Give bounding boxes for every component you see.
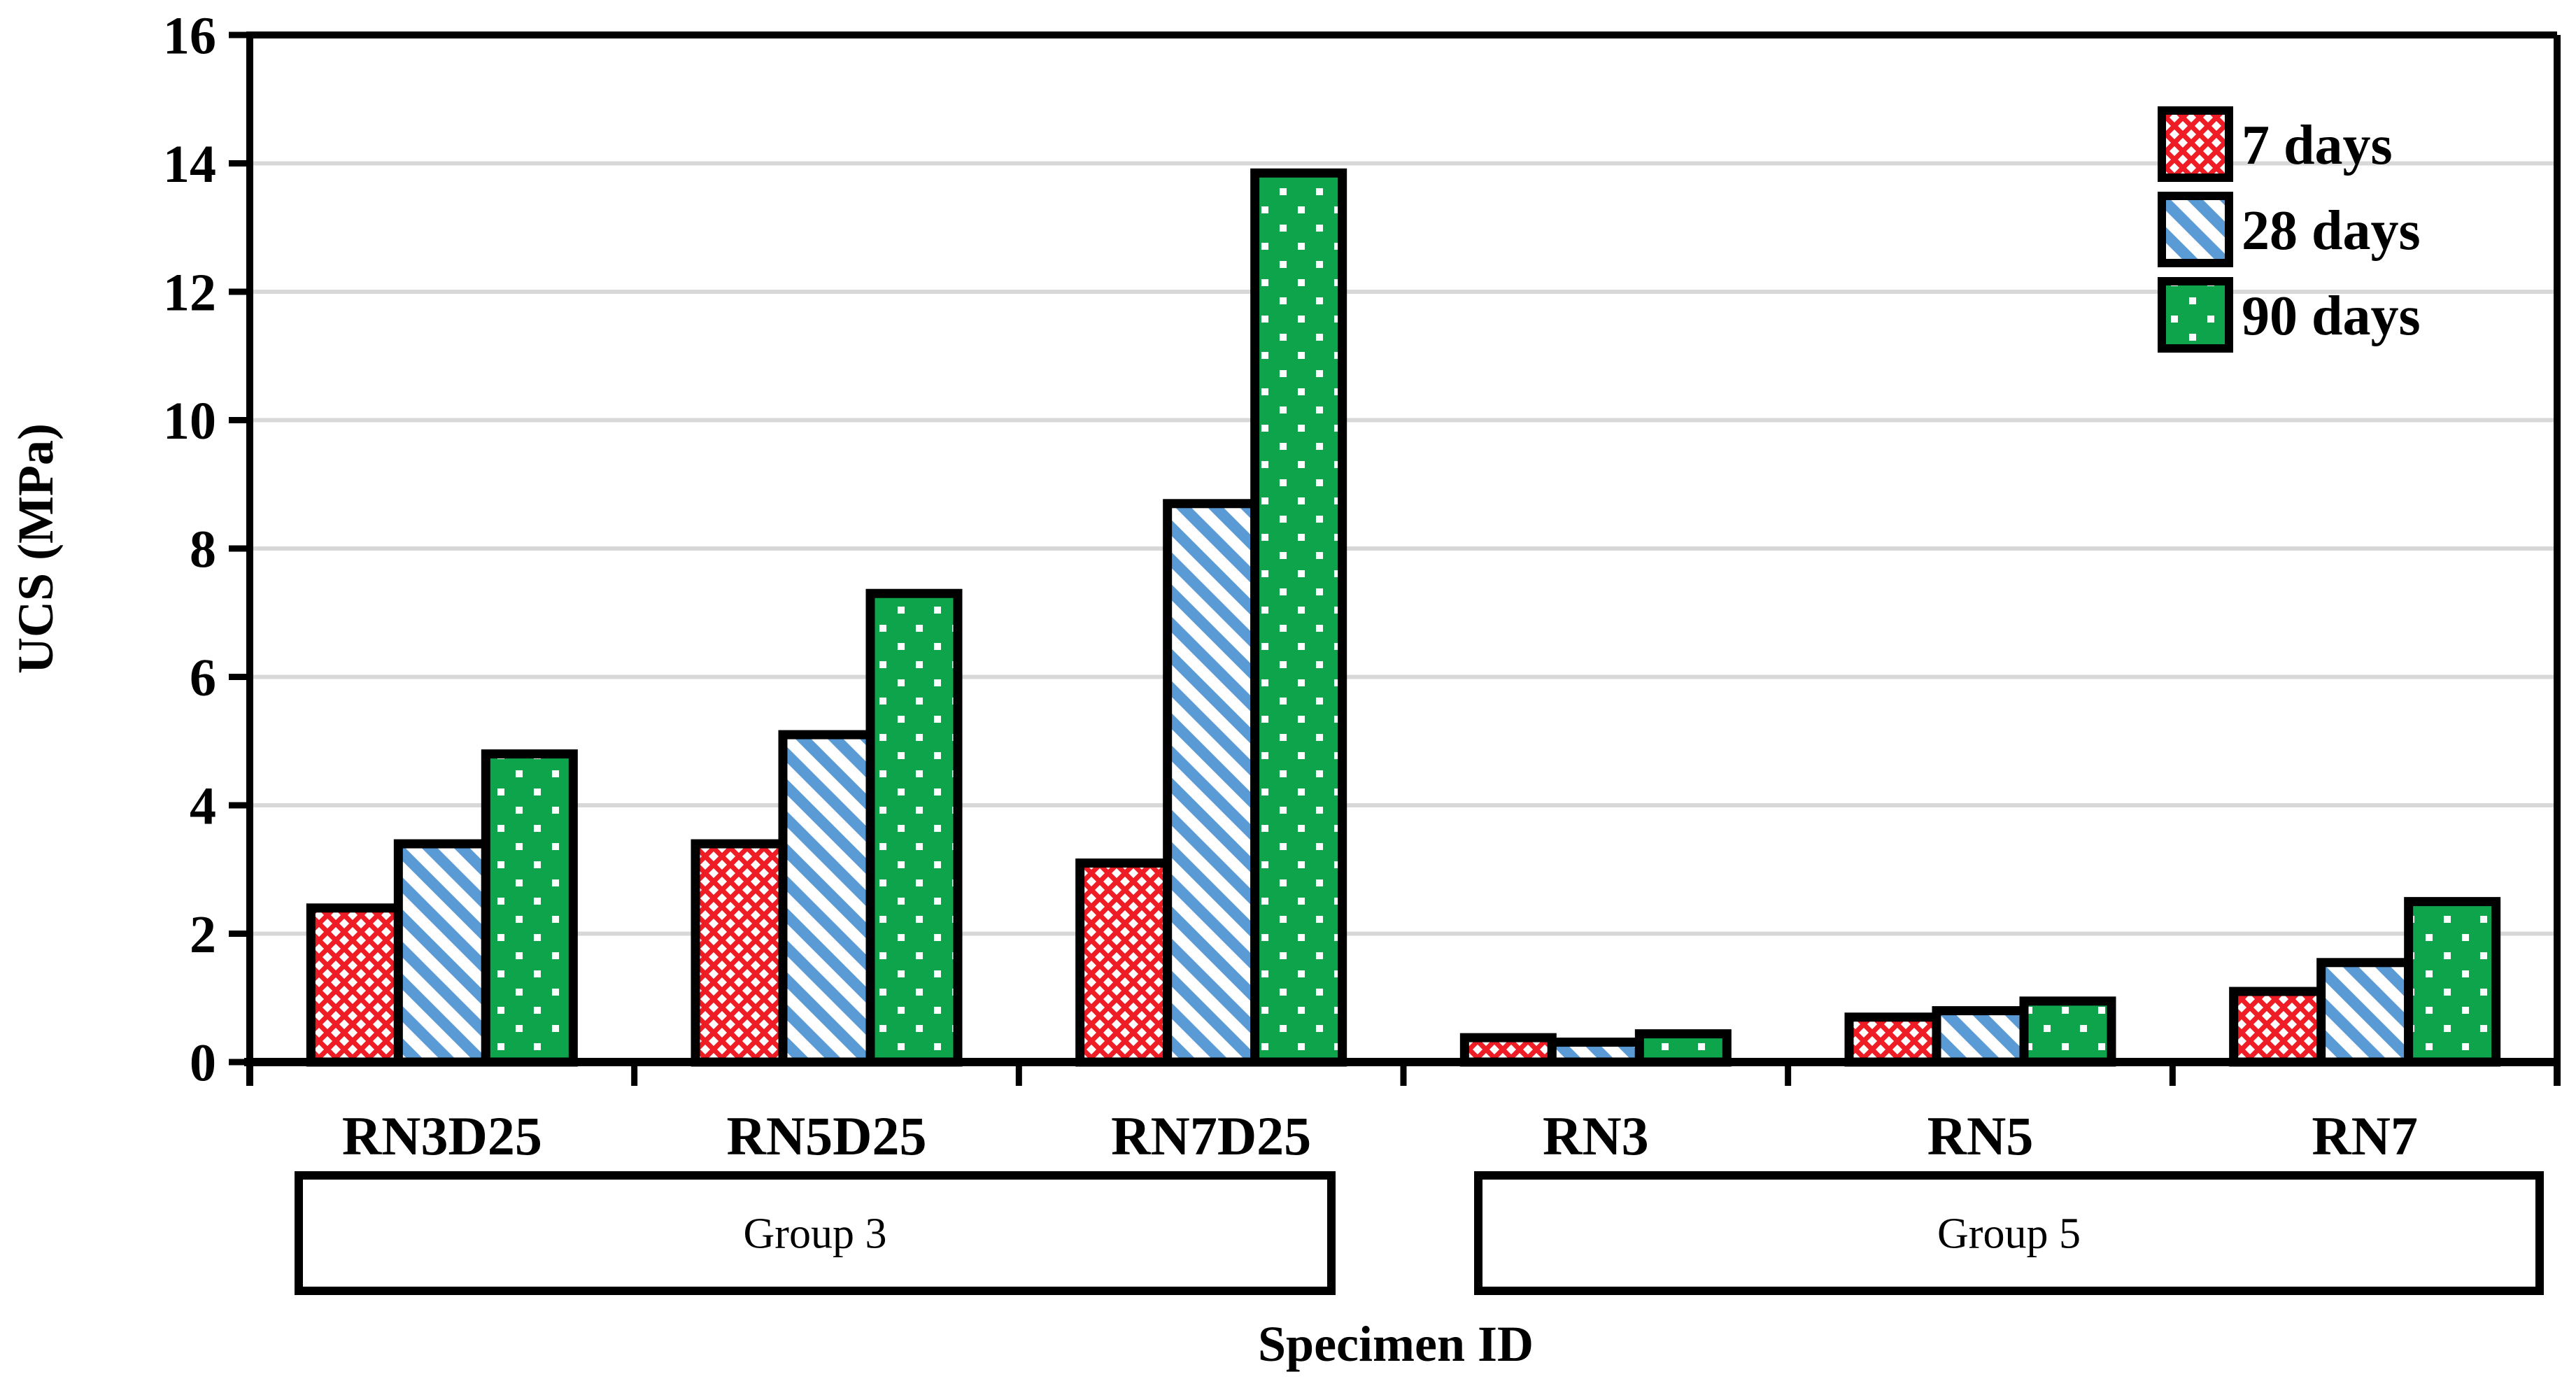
y-tick-label-6: 6 [190,649,216,707]
bar-RN7-28-days [2316,958,2414,1067]
bar-RN5D25-28-days [778,730,875,1067]
bar-RN3D25-7-days [306,903,403,1067]
bar-RN3D25-28-days [393,839,490,1067]
bar-RN3D25-90-days [481,749,578,1067]
y-tick-label-4: 4 [190,777,216,836]
bar-RN7D25-28-days [1163,499,1260,1067]
x-category-label-RN5D25: RN5D25 [727,1105,927,1166]
bar-RN7-7-days [2229,986,2326,1067]
bar-RN5-90-days [2019,996,2116,1067]
bar-RN5-28-days [1932,1006,2029,1067]
group-box-label-2: Group 5 [1937,1210,2081,1258]
x-category-label-RN5: RN5 [1927,1105,2034,1166]
x-category-label-RN7D25: RN7D25 [1111,1105,1311,1166]
y-tick-label-14: 14 [163,135,216,194]
legend-label-90-days: 90 days [2242,285,2421,347]
bar-RN3-90-days [1634,1029,1732,1067]
y-tick-label-16: 16 [163,7,216,66]
bar-RN7D25-7-days [1075,858,1173,1067]
legend-swatch-28-days [2158,192,2233,267]
legend-label-28-days: 28 days [2242,200,2421,262]
bar-RN7-90-days [2404,897,2501,1067]
group-box-1 [295,1171,1336,1295]
bar-RN5-7-days [1844,1012,1941,1067]
y-tick-label-10: 10 [163,392,216,451]
y-tick-label-2: 2 [190,905,216,964]
x-category-label-RN3D25: RN3D25 [342,1105,542,1166]
bar-RN5D25-7-days [691,839,788,1067]
x-axis-title: Specimen ID [1258,1316,1534,1372]
legend-swatch-7-days [2158,106,2233,182]
legend-swatch-90-days [2158,277,2233,353]
bar-RN5D25-90-days [865,588,963,1067]
group-box-2 [1474,1171,2544,1295]
y-axis-title: UCS (MPa) [8,423,64,674]
bar-RN7D25-90-days [1250,168,1347,1067]
group-box-label-1: Group 3 [744,1210,887,1258]
x-category-label-RN3: RN3 [1543,1105,1649,1166]
legend-label-7-days: 7 days [2242,115,2393,176]
y-tick-label-12: 12 [163,264,216,323]
y-tick-label-8: 8 [190,521,216,579]
y-tick-label-0: 0 [190,1034,216,1093]
x-category-label-RN7: RN7 [2312,1105,2418,1166]
